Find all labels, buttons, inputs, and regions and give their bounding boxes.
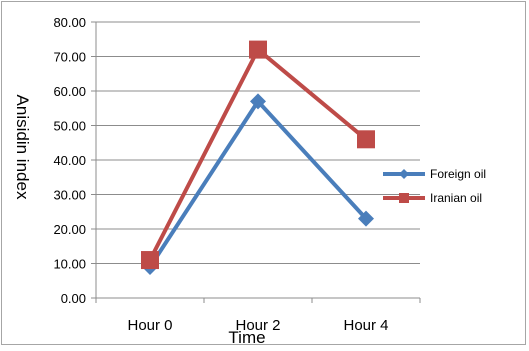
y-tick-label: 50.00 <box>53 119 86 134</box>
y-tick-label: 10.00 <box>53 257 86 272</box>
legend: Foreign oil Iranian oil <box>383 167 486 205</box>
data-point <box>357 130 375 149</box>
x-tick-label: Hour 0 <box>127 317 172 334</box>
legend-label: Iranian oil <box>430 191 482 205</box>
data-point <box>141 251 159 270</box>
y-tick-label: 40.00 <box>53 153 86 168</box>
axes: 0.00 10.00 20.00 30.00 40.00 50.00 60.00 70.00 8… <box>53 15 421 334</box>
chart-frame: 0.00 10.00 20.00 30.00 40.00 50.00 60.00 70.00 8… <box>1 1 526 347</box>
data-point <box>249 40 267 59</box>
x-tick-label: Hour 2 <box>235 317 280 334</box>
y-tick-label: 0.00 <box>61 291 86 306</box>
line-chart: 0.00 10.00 20.00 30.00 40.00 50.00 60.00 70.00 8… <box>13 15 486 347</box>
y-tick-label: 60.00 <box>53 84 86 99</box>
legend-marker <box>399 169 409 179</box>
y-tick-label: 30.00 <box>53 188 86 203</box>
legend-marker <box>399 193 409 203</box>
series-line-2 <box>148 47 368 261</box>
data-point <box>250 93 266 110</box>
series <box>141 40 375 275</box>
y-tick-label: 80.00 <box>53 15 86 30</box>
legend-label: Foreign oil <box>430 167 486 181</box>
y-axis-label: Anisidin index <box>13 95 32 200</box>
y-tick-label: 20.00 <box>53 222 86 237</box>
series-line-1 <box>148 99 368 269</box>
x-tick-label: Hour 4 <box>343 317 388 334</box>
gridlines <box>96 21 420 264</box>
data-point <box>358 210 374 227</box>
y-tick-label: 70.00 <box>53 50 86 65</box>
x-axis-label: Time <box>228 328 265 346</box>
